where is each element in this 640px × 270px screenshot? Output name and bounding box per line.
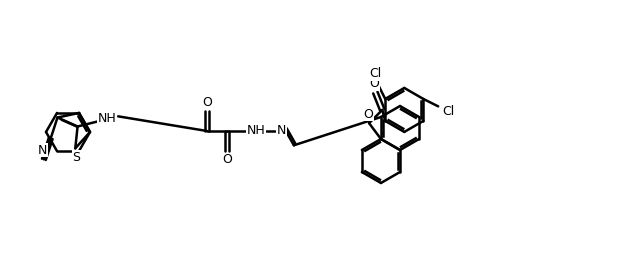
Text: O: O xyxy=(202,96,212,109)
Text: N: N xyxy=(276,124,286,137)
Text: NH: NH xyxy=(98,113,117,126)
Text: S: S xyxy=(72,151,80,164)
Text: NH: NH xyxy=(247,123,266,137)
Text: N: N xyxy=(38,144,47,157)
Text: O: O xyxy=(222,153,232,166)
Text: Cl: Cl xyxy=(442,105,454,118)
Text: Cl: Cl xyxy=(369,67,381,80)
Text: O: O xyxy=(363,108,373,121)
Text: O: O xyxy=(369,77,380,90)
